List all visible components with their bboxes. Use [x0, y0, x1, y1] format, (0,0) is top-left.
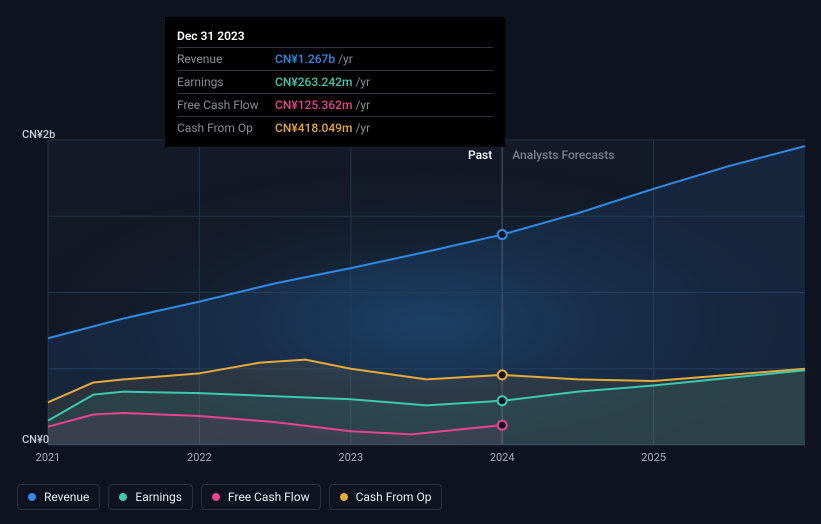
tooltip-suffix: /yr — [355, 75, 370, 89]
chart-tooltip: Dec 31 2023 RevenueCN¥1.267b/yrEarningsC… — [165, 17, 505, 147]
y-axis-label: CN¥0 — [22, 433, 49, 446]
x-axis-label: 2021 — [36, 451, 61, 464]
tooltip-label: Free Cash Flow — [177, 98, 275, 112]
legend-label: Free Cash Flow — [228, 490, 310, 504]
series-marker-earnings — [498, 396, 507, 405]
legend-item[interactable]: Free Cash Flow — [201, 484, 321, 510]
x-axis-label: 2025 — [641, 451, 666, 464]
x-axis-label: 2022 — [187, 451, 212, 464]
tooltip-body: RevenueCN¥1.267b/yrEarningsCN¥263.242m/y… — [177, 48, 493, 139]
tooltip-suffix: /yr — [338, 52, 353, 66]
tooltip-label: Earnings — [177, 75, 275, 89]
tooltip-row: RevenueCN¥1.267b/yr — [177, 48, 493, 71]
legend-item[interactable]: Earnings — [108, 484, 193, 510]
x-axis-label: 2023 — [338, 451, 363, 464]
tooltip-row: Free Cash FlowCN¥125.362m/yr — [177, 94, 493, 117]
legend-dot — [340, 493, 348, 501]
tooltip-value: CN¥418.049m — [275, 121, 352, 135]
legend-dot — [119, 493, 127, 501]
x-axis-label: 2024 — [490, 451, 515, 464]
legend-label: Earnings — [135, 490, 182, 504]
tooltip-title: Dec 31 2023 — [177, 25, 493, 48]
tooltip-value: CN¥125.362m — [275, 98, 352, 112]
y-axis-label: CN¥2b — [22, 128, 55, 141]
legend-label: Cash From Op — [356, 490, 432, 504]
tooltip-label: Cash From Op — [177, 121, 275, 135]
legend-dot — [212, 493, 220, 501]
past-label: Past — [468, 148, 492, 162]
tooltip-suffix: /yr — [355, 121, 370, 135]
tooltip-suffix: /yr — [355, 98, 370, 112]
series-marker-cashop — [498, 370, 507, 379]
legend-item[interactable]: Cash From Op — [329, 484, 443, 510]
series-marker-revenue — [498, 230, 507, 239]
tooltip-label: Revenue — [177, 52, 275, 66]
forecast-label: Analysts Forecasts — [512, 148, 614, 162]
tooltip-row: Cash From OpCN¥418.049m/yr — [177, 117, 493, 139]
series-marker-fcf — [498, 421, 507, 430]
tooltip-value: CN¥1.267b — [275, 52, 335, 66]
legend: Revenue Earnings Free Cash Flow Cash From O… — [17, 484, 442, 510]
legend-label: Revenue — [44, 490, 89, 504]
tooltip-value: CN¥263.242m — [275, 75, 352, 89]
tooltip-row: EarningsCN¥263.242m/yr — [177, 71, 493, 94]
legend-item[interactable]: Revenue — [17, 484, 100, 510]
legend-dot — [28, 493, 36, 501]
